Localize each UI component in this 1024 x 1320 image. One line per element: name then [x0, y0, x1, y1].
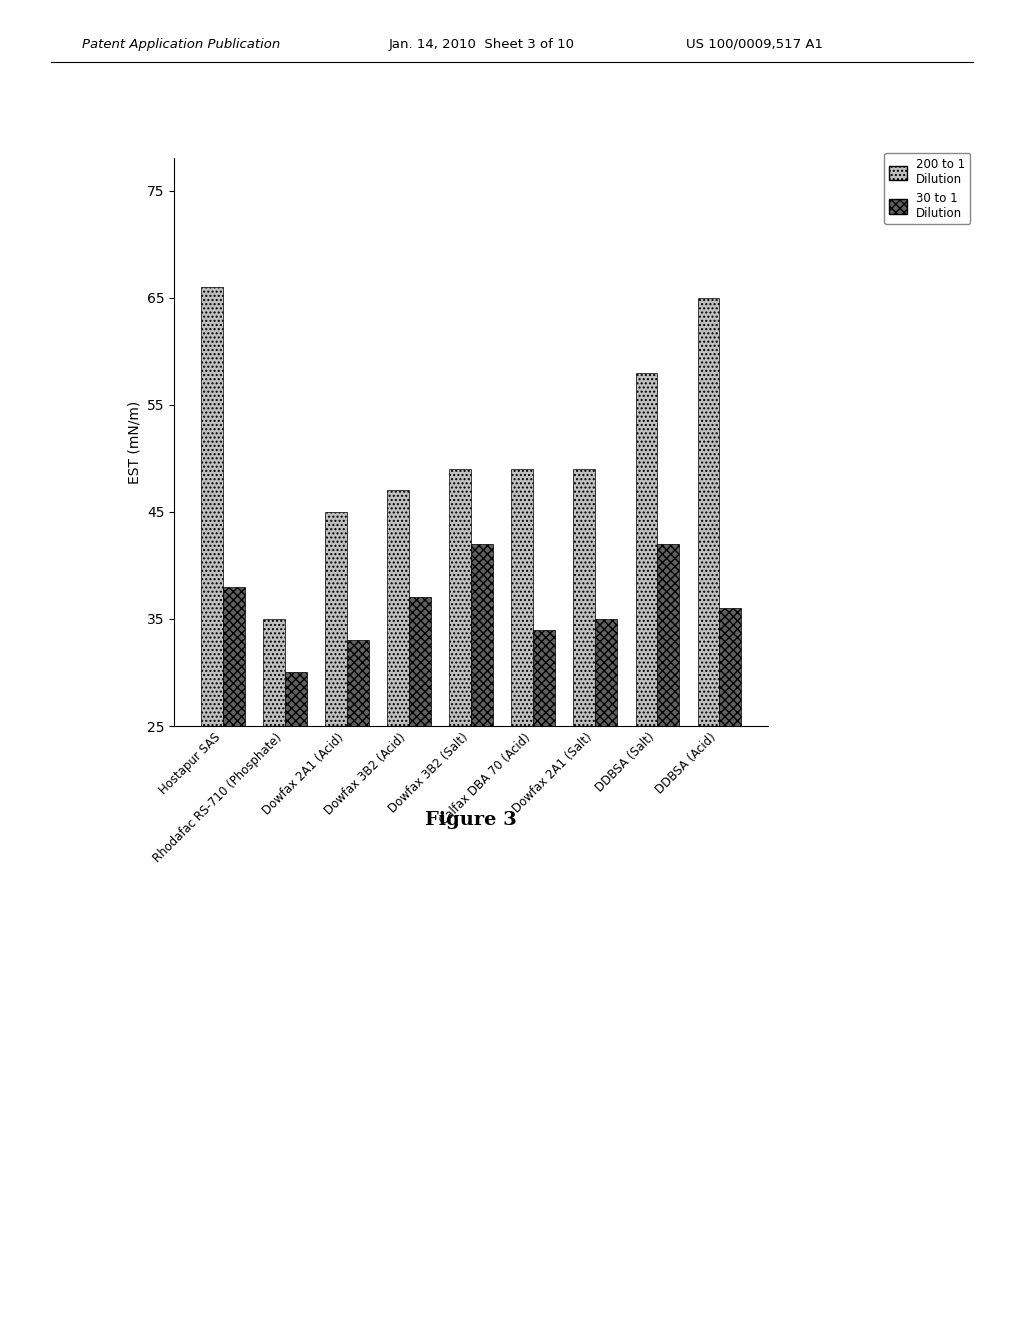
Bar	[223, 587, 245, 994]
Bar	[285, 672, 306, 994]
Text: Jan. 14, 2010  Sheet 3 of 10: Jan. 14, 2010 Sheet 3 of 10	[389, 37, 575, 50]
Bar	[534, 630, 555, 994]
Bar	[511, 469, 534, 994]
Bar	[347, 640, 369, 994]
Legend: 200 to 1
Dilution, 30 to 1
Dilution: 200 to 1 Dilution, 30 to 1 Dilution	[885, 153, 970, 224]
Bar	[697, 297, 719, 994]
Bar	[657, 544, 679, 994]
Bar	[471, 544, 493, 994]
Bar	[326, 512, 347, 994]
Bar	[595, 619, 616, 994]
Bar	[450, 469, 471, 994]
Bar	[573, 469, 595, 994]
Bar	[719, 609, 741, 994]
Y-axis label: EST (mN/m): EST (mN/m)	[127, 400, 141, 484]
Bar	[263, 619, 285, 994]
Bar	[201, 286, 223, 994]
Bar	[636, 372, 657, 994]
Text: Patent Application Publication: Patent Application Publication	[82, 37, 281, 50]
Bar	[409, 598, 431, 994]
Bar	[387, 491, 409, 994]
Text: US 100/0009,517 A1: US 100/0009,517 A1	[686, 37, 823, 50]
Text: Figure 3: Figure 3	[425, 810, 517, 829]
